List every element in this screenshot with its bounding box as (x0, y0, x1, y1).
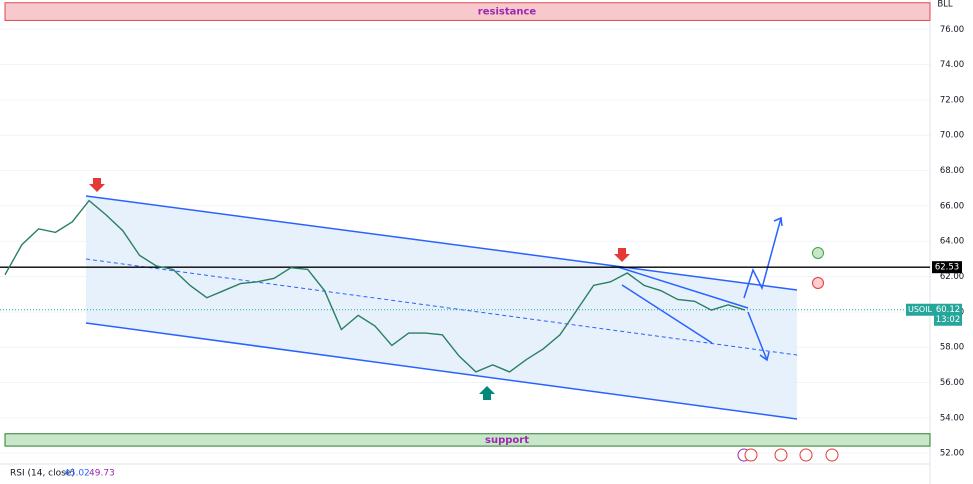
wedge-bottom (621, 284, 713, 344)
channel-top (85, 195, 798, 291)
y-tick-label: 68.00 (940, 166, 964, 176)
signal-circle (812, 277, 824, 289)
y-tick-label: 52.00 (940, 449, 964, 459)
y-tick-label: 54.00 (940, 413, 964, 423)
arrow-head (759, 351, 770, 362)
channel-mid (85, 258, 798, 356)
arrow-head (773, 216, 783, 227)
projection-down (747, 311, 768, 361)
down-marker (614, 248, 630, 262)
zone (4, 2, 931, 21)
up-marker (479, 386, 495, 400)
zone (4, 433, 931, 447)
indicator-name: RSI (14, close) (10, 469, 75, 479)
indicator-value: 49.73 (89, 469, 115, 479)
indicator-value: 45.02 (64, 469, 90, 479)
symbol-tag (906, 303, 934, 316)
level-tag (932, 261, 962, 274)
down-marker (89, 178, 105, 192)
level-label: 62.53 (935, 263, 959, 273)
price-line-series (4, 199, 746, 373)
last-price: 60.12 (936, 305, 960, 315)
y-tick-label: 74.00 (940, 60, 964, 70)
wedge-top (617, 266, 749, 309)
projection-up (743, 217, 782, 299)
channel-bottom (85, 322, 798, 420)
zone-label: support (485, 435, 529, 446)
y-tick-label: 72.00 (940, 95, 964, 105)
y-tick-label: 62.00 (940, 272, 964, 282)
event-icons (737, 448, 839, 462)
currency: BLL (937, 0, 953, 10)
zone-label: resistance (478, 7, 537, 18)
y-tick-label: 70.00 (940, 131, 964, 141)
signal-circle (812, 247, 824, 259)
countdown: 13:02 (936, 315, 961, 325)
y-tick-label: 66.00 (940, 201, 964, 211)
price-tag (934, 303, 962, 326)
y-tick-label: 76.00 (940, 25, 964, 35)
y-tick-label: 56.00 (940, 378, 964, 388)
y-tick-label: 58.00 (940, 343, 964, 353)
y-tick-label: 64.00 (940, 237, 964, 247)
symbol: USOIL (908, 305, 933, 314)
